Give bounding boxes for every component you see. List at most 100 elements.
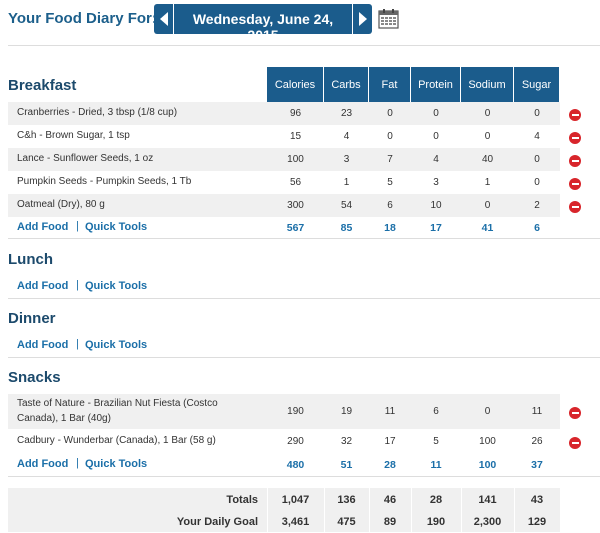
value-calories: 56 [289,177,302,188]
value-calories: 290 [287,436,304,447]
value-sugar: 0 [534,177,540,188]
summary-divider [514,488,515,532]
value-carbs: 4 [343,131,350,142]
col-header-sugar: Sugar [514,67,560,102]
value-calories: 1,047 [281,494,310,506]
value-protein: 6 [433,406,439,417]
value-protein: 10 [430,200,442,211]
value-sodium: 2,300 [473,516,502,528]
current-date: Wednesday, June 24, 2015 [192,11,334,43]
value-calories: 300 [287,200,304,211]
remove-food-button[interactable] [569,155,581,167]
remove-circle-icon [571,412,579,414]
quick-tools-link-breakfast[interactable]: Quick Tools [85,221,148,233]
value-sugar: 37 [531,459,543,471]
totals-label: Totals [226,494,258,506]
section-divider [8,238,600,239]
value-sodium: 141 [478,494,497,506]
section-title-dinner: Dinner [8,310,56,327]
food-row[interactable]: Pumpkin Seeds - Pumpkin Seeds, 1 Tb [8,171,560,194]
value-sugar: 6 [534,222,540,234]
link-separator: | [76,279,79,291]
chevron-left-icon [159,12,168,26]
value-carbs: 23 [340,108,353,119]
summary-divider [369,488,370,532]
col-header-protein: Protein [411,67,461,102]
value-fat: 18 [384,222,396,234]
value-calories: 190 [287,406,304,417]
value-sugar: 0 [534,154,540,165]
value-protein: 190 [426,516,446,528]
value-sugar: 4 [534,131,540,142]
value-protein: 28 [429,494,443,506]
remove-food-button[interactable] [569,109,581,121]
quick-tools-link-dinner[interactable]: Quick Tools [85,339,148,351]
value-carbs: 19 [340,406,353,417]
col-header-carbs: Carbs [324,67,369,102]
food-name: C&h - Brown Sugar, 1 tsp [17,130,130,141]
food-name-line1: Taste of Nature - Brazilian Nut Fiesta (… [17,398,218,409]
calendar-icon[interactable] [378,8,399,29]
col-header-fat: Fat [369,67,411,102]
food-row[interactable]: Taste of Nature - Brazilian Nut Fiesta (… [8,394,560,429]
food-row[interactable]: C&h - Brown Sugar, 1 tsp [8,125,560,148]
food-name: Lance - Sunflower Seeds, 1 oz [17,153,154,164]
food-row[interactable]: Cadbury - Wunderbar (Canada), 1 Bar (58 … [8,429,560,452]
add-food-link-snacks[interactable]: Add Food [17,458,69,470]
value-sodium: 100 [478,459,497,471]
summary-divider [324,488,325,532]
value-fat: 17 [384,436,396,447]
remove-food-button[interactable] [569,437,581,449]
value-sodium: 1 [484,177,491,188]
remove-circle-icon [571,206,579,208]
summary-divider [411,488,412,532]
value-calories: 480 [286,459,305,471]
diary-header: Your Food Diary For: Wednesday, June 24,… [0,0,600,44]
value-fat: 11 [384,406,396,417]
section-title-breakfast: Breakfast [8,77,77,94]
remove-circle-icon [571,160,579,162]
value-carbs: 475 [337,516,356,528]
value-protein: 0 [433,108,439,119]
remove-food-button[interactable] [569,407,581,419]
value-calories: 100 [287,154,304,165]
food-row[interactable]: Oatmeal (Dry), 80 g [8,194,560,217]
food-row[interactable]: Cranberries - Dried, 3 tbsp (1/8 cup) [8,102,560,125]
food-name: Pumpkin Seeds - Pumpkin Seeds, 1 Tb [17,176,192,187]
value-carbs: 85 [340,222,353,234]
add-food-link-lunch[interactable]: Add Food [17,280,69,292]
value-sodium: 0 [484,200,491,211]
food-name: Cadbury - Wunderbar (Canada), 1 Bar (58 … [17,435,216,446]
value-sodium: 0 [484,406,491,417]
remove-food-button[interactable] [569,132,581,144]
chevron-right-icon [358,12,367,26]
value-fat: 89 [383,516,397,528]
value-sugar: 129 [527,516,547,528]
next-day-button[interactable] [352,4,372,34]
section-title-snacks: Snacks [8,369,61,386]
quick-tools-link-lunch[interactable]: Quick Tools [85,280,148,292]
remove-food-button[interactable] [569,201,581,213]
col-header-calories: Calories [267,67,324,102]
value-sodium: 41 [481,222,494,234]
value-protein: 5 [433,436,439,447]
add-food-link-dinner[interactable]: Add Food [17,339,69,351]
remove-food-button[interactable] [569,178,581,190]
remove-circle-icon [571,442,579,444]
value-carbs: 136 [337,494,356,506]
value-carbs: 54 [340,200,353,211]
quick-tools-link-snacks[interactable]: Quick Tools [85,458,148,470]
add-food-link-breakfast[interactable]: Add Food [17,221,69,233]
food-row[interactable]: Lance - Sunflower Seeds, 1 oz [8,148,560,171]
value-sodium: 100 [479,436,496,447]
value-sugar: 2 [534,200,540,211]
remove-circle-icon [571,137,579,139]
prev-day-button[interactable] [154,4,174,34]
value-carbs: 3 [343,154,350,165]
food-name: Cranberries - Dried, 3 tbsp (1/8 cup) [17,107,178,118]
value-sugar: 11 [531,406,543,417]
value-sodium: 40 [481,154,494,165]
food-name: Oatmeal (Dry), 80 g [17,199,105,210]
value-fat: 5 [387,177,393,188]
value-fat: 28 [384,459,396,471]
